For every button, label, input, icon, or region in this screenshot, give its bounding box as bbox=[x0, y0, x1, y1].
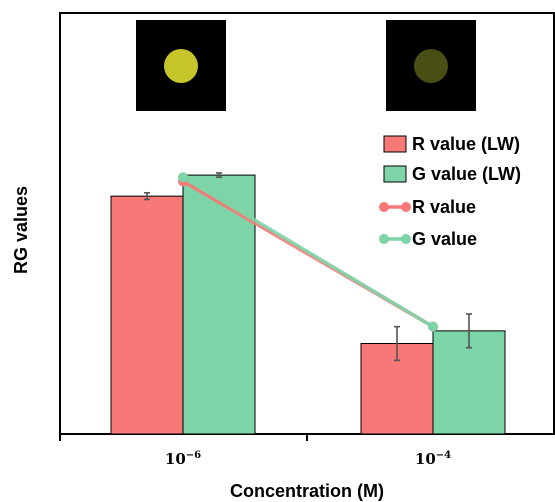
legend-label: R value bbox=[412, 197, 476, 217]
legend-swatch bbox=[383, 165, 407, 183]
inset-images bbox=[136, 20, 476, 111]
inset-spot bbox=[164, 49, 198, 83]
legend-label: G value bbox=[412, 229, 477, 249]
error-bar-layer bbox=[144, 172, 472, 362]
line-layer bbox=[178, 172, 438, 332]
legend-label: R value (LW) bbox=[412, 134, 520, 154]
legend-label: G value (LW) bbox=[412, 164, 521, 184]
legend-marker bbox=[401, 234, 411, 244]
x-axis-title: Concentration (M) bbox=[230, 481, 384, 501]
legend-swatch bbox=[383, 135, 407, 153]
inset-spot bbox=[414, 49, 448, 83]
legend: R value (LW) G value (LW) R value G value bbox=[379, 134, 521, 249]
legend-marker bbox=[401, 202, 411, 212]
x-tick-label: 10−4 bbox=[415, 450, 451, 468]
series-point bbox=[178, 172, 188, 183]
series-point bbox=[428, 321, 438, 332]
legend-marker bbox=[379, 234, 389, 244]
bar bbox=[110, 195, 184, 435]
y-axis-title: RG values bbox=[11, 186, 31, 274]
x-axis-ticks: 10−6 10−4 bbox=[59, 434, 451, 468]
series-line bbox=[182, 175, 434, 329]
legend-marker bbox=[379, 202, 389, 212]
x-tick-label: 10−6 bbox=[165, 450, 201, 468]
